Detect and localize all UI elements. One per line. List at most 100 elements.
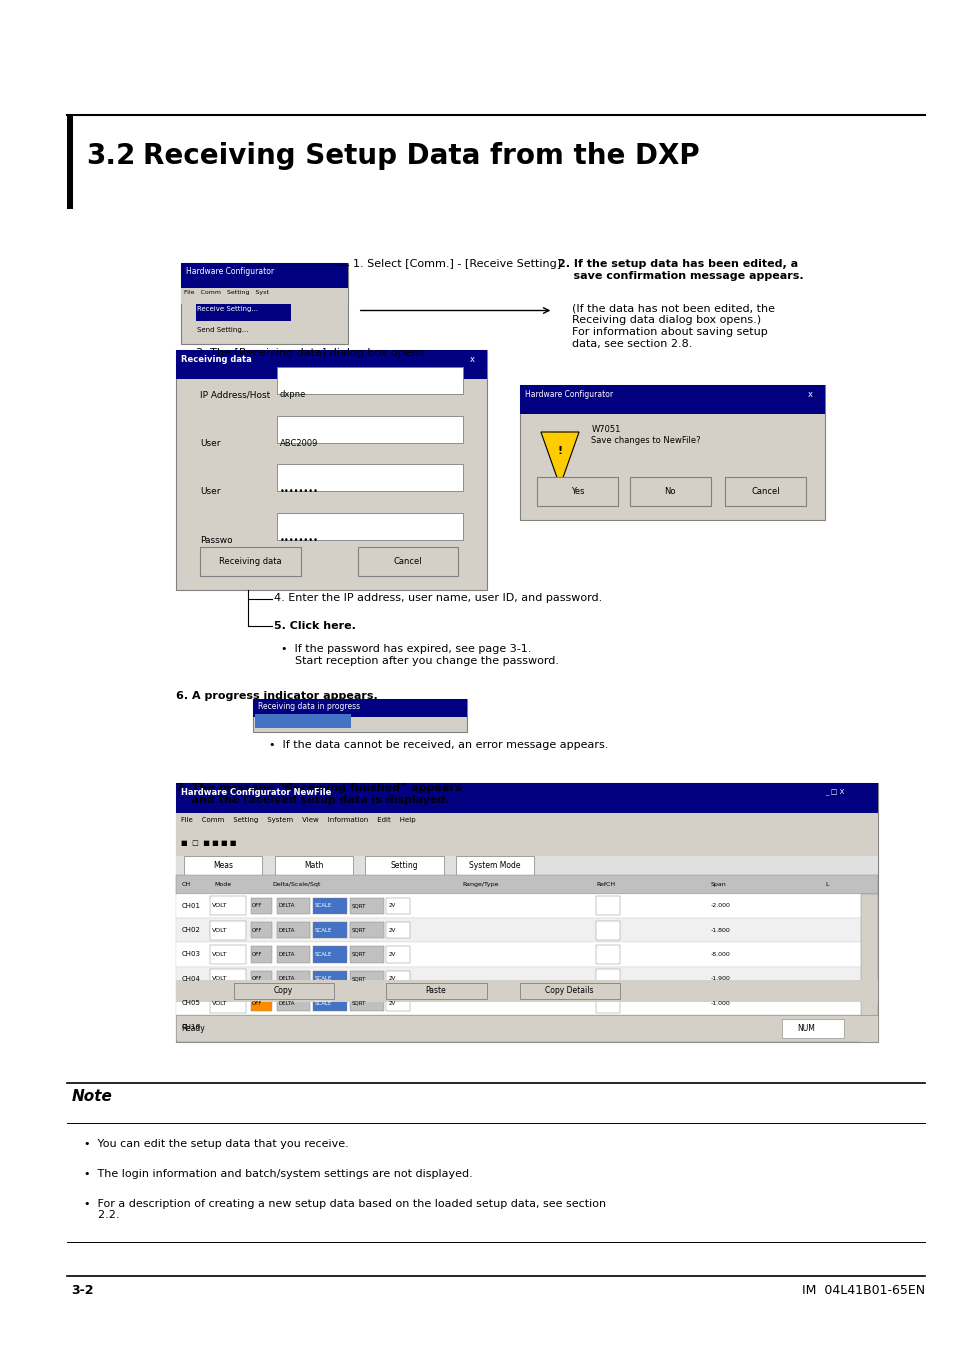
- Bar: [276, 513, 462, 540]
- Bar: [210, 994, 246, 1012]
- Bar: [781, 1019, 843, 1038]
- Text: CH02: CH02: [181, 927, 200, 933]
- Text: CH16: CH16: [181, 1025, 200, 1030]
- Text: Note: Note: [71, 1089, 112, 1104]
- Text: ••••••••: ••••••••: [279, 536, 318, 545]
- Bar: [251, 898, 272, 914]
- Bar: [350, 946, 383, 963]
- Text: VOLT: VOLT: [212, 903, 227, 909]
- Text: ■  □  ■ ■ ■ ■: ■ □ ■ ■ ■ ■: [181, 840, 236, 845]
- Bar: [386, 898, 410, 914]
- Text: Hardware Configurator NewFile: Hardware Configurator NewFile: [181, 788, 332, 798]
- Text: Mode: Mode: [214, 882, 232, 887]
- Text: 3-2: 3-2: [71, 1284, 94, 1297]
- Text: VOLT: VOLT: [212, 952, 227, 957]
- Bar: [176, 894, 877, 918]
- Bar: [274, 856, 353, 875]
- Text: •  If the data cannot be received, an error message appears.: • If the data cannot be received, an err…: [262, 740, 608, 749]
- Text: Meas: Meas: [213, 861, 233, 869]
- Bar: [860, 894, 877, 1040]
- Text: (If the data has not been edited, the
    Receiving data dialog box opens.)
    : (If the data has not been edited, the Re…: [558, 304, 774, 348]
- Bar: [724, 477, 805, 506]
- Text: 1. Select [Comm.] - [Receive Setting].: 1. Select [Comm.] - [Receive Setting].: [353, 259, 564, 269]
- Bar: [276, 464, 462, 491]
- Bar: [386, 946, 410, 963]
- Bar: [176, 350, 486, 379]
- Text: No: No: [663, 487, 676, 495]
- Bar: [181, 263, 348, 344]
- Text: -1.800: -1.800: [710, 927, 730, 933]
- Text: SCALE: SCALE: [314, 952, 332, 957]
- Text: Passwo: Passwo: [200, 536, 233, 545]
- Bar: [67, 115, 72, 209]
- Text: SQRT: SQRT: [352, 903, 366, 909]
- Text: Receiving data: Receiving data: [181, 355, 252, 364]
- Text: 2V: 2V: [388, 903, 395, 909]
- Polygon shape: [540, 432, 578, 486]
- Text: User: User: [200, 487, 220, 497]
- Bar: [350, 898, 383, 914]
- Bar: [313, 971, 347, 987]
- Bar: [195, 304, 291, 321]
- Bar: [596, 1018, 619, 1037]
- Bar: [254, 714, 351, 728]
- Bar: [537, 477, 618, 506]
- Text: OFF: OFF: [252, 903, 262, 909]
- Text: L: L: [824, 882, 828, 887]
- Text: Span: Span: [710, 882, 726, 887]
- Bar: [386, 983, 486, 999]
- Bar: [629, 477, 710, 506]
- Text: Paste: Paste: [425, 987, 446, 995]
- Text: SQRT: SQRT: [352, 976, 366, 981]
- Bar: [176, 875, 877, 894]
- Bar: [176, 942, 877, 967]
- Text: 6. A progress indicator appears.: 6. A progress indicator appears.: [176, 691, 377, 701]
- Text: Ready: Ready: [181, 1025, 205, 1033]
- Text: RefCH: RefCH: [596, 882, 615, 887]
- Bar: [176, 1015, 877, 1042]
- Bar: [313, 946, 347, 963]
- Text: -8.000: -8.000: [710, 952, 730, 957]
- Text: W7051
Save changes to NewFile?: W7051 Save changes to NewFile?: [591, 425, 700, 444]
- Text: SQRT: SQRT: [352, 1000, 366, 1006]
- Bar: [596, 896, 619, 915]
- Bar: [176, 783, 877, 813]
- Bar: [365, 856, 443, 875]
- Bar: [386, 922, 410, 938]
- Text: Yes: Yes: [570, 487, 584, 495]
- Text: Cancel: Cancel: [750, 487, 780, 495]
- Bar: [596, 994, 619, 1012]
- Text: DELTA: DELTA: [278, 976, 294, 981]
- Text: ABC2009: ABC2009: [279, 439, 317, 448]
- Text: File   Comm   Setting   Syst: File Comm Setting Syst: [184, 290, 269, 296]
- Bar: [456, 856, 534, 875]
- Text: Range/Type: Range/Type: [462, 882, 498, 887]
- Text: 2V: 2V: [388, 952, 395, 957]
- Bar: [276, 367, 462, 394]
- Text: -2.000: -2.000: [710, 903, 730, 909]
- Bar: [350, 922, 383, 938]
- Text: dxpne: dxpne: [279, 390, 306, 400]
- Bar: [519, 983, 619, 999]
- Text: 4. Enter the IP address, user name, user ID, and password.: 4. Enter the IP address, user name, user…: [274, 593, 601, 602]
- Text: •  The login information and batch/system settings are not displayed.: • The login information and batch/system…: [84, 1169, 472, 1179]
- Text: Receiving data: Receiving data: [218, 558, 281, 566]
- Text: User: User: [200, 439, 220, 448]
- Text: 2. If the setup data has been edited, a
    save confirmation message appears.: 2. If the setup data has been edited, a …: [558, 259, 802, 281]
- Bar: [350, 995, 383, 1011]
- Bar: [210, 896, 246, 915]
- Text: Send Setting...: Send Setting...: [197, 327, 249, 332]
- Bar: [386, 995, 410, 1011]
- Bar: [200, 547, 300, 576]
- Bar: [176, 967, 877, 991]
- Text: x: x: [469, 355, 474, 364]
- Text: SCALE: SCALE: [314, 976, 332, 981]
- Text: DELTA: DELTA: [278, 927, 294, 933]
- Text: VOLT: VOLT: [212, 976, 227, 981]
- Text: DELTA: DELTA: [278, 1000, 294, 1006]
- Bar: [251, 995, 272, 1011]
- Text: NUM: NUM: [797, 1025, 814, 1033]
- Text: SCALE: SCALE: [314, 1000, 332, 1006]
- Text: Copy: Copy: [274, 987, 293, 995]
- Bar: [233, 983, 334, 999]
